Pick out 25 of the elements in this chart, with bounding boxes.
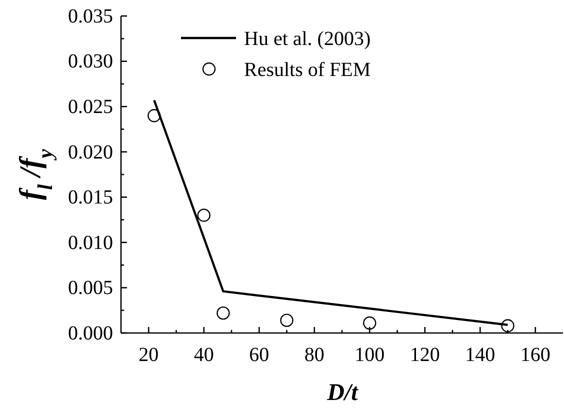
point	[216, 306, 230, 320]
point	[148, 109, 161, 122]
point	[197, 208, 210, 222]
x-tick-label: 80	[304, 344, 324, 366]
x-tick-label: 120	[410, 344, 440, 366]
y-tick-label: 0.035	[68, 5, 113, 28]
point	[280, 314, 294, 327]
y-tick-label: 0.025	[68, 96, 113, 118]
legend-label: Hu et al. (2003)	[244, 28, 371, 50]
y-tick-label: 0.005	[68, 277, 113, 300]
x-tick-label: 100	[354, 344, 385, 366]
x-tick-label: 140	[465, 344, 496, 366]
x-tick-label: 60	[249, 344, 270, 366]
x-tick-label: 20	[138, 344, 159, 366]
legend-label: Results of FEM	[244, 59, 371, 81]
y-tick-label: 0.010	[68, 232, 113, 254]
x-axis-title: D/t	[326, 380, 360, 406]
y-tick-label: 0.015	[68, 186, 113, 209]
y-tick-label: 0.030	[68, 50, 113, 73]
x-tick-label: 160	[520, 344, 550, 366]
point	[501, 319, 514, 332]
x-tick-label: 40	[194, 344, 214, 366]
point	[363, 316, 376, 330]
y-tick-label: 0.020	[68, 141, 113, 164]
y-tick-label: 0.000	[68, 322, 113, 344]
